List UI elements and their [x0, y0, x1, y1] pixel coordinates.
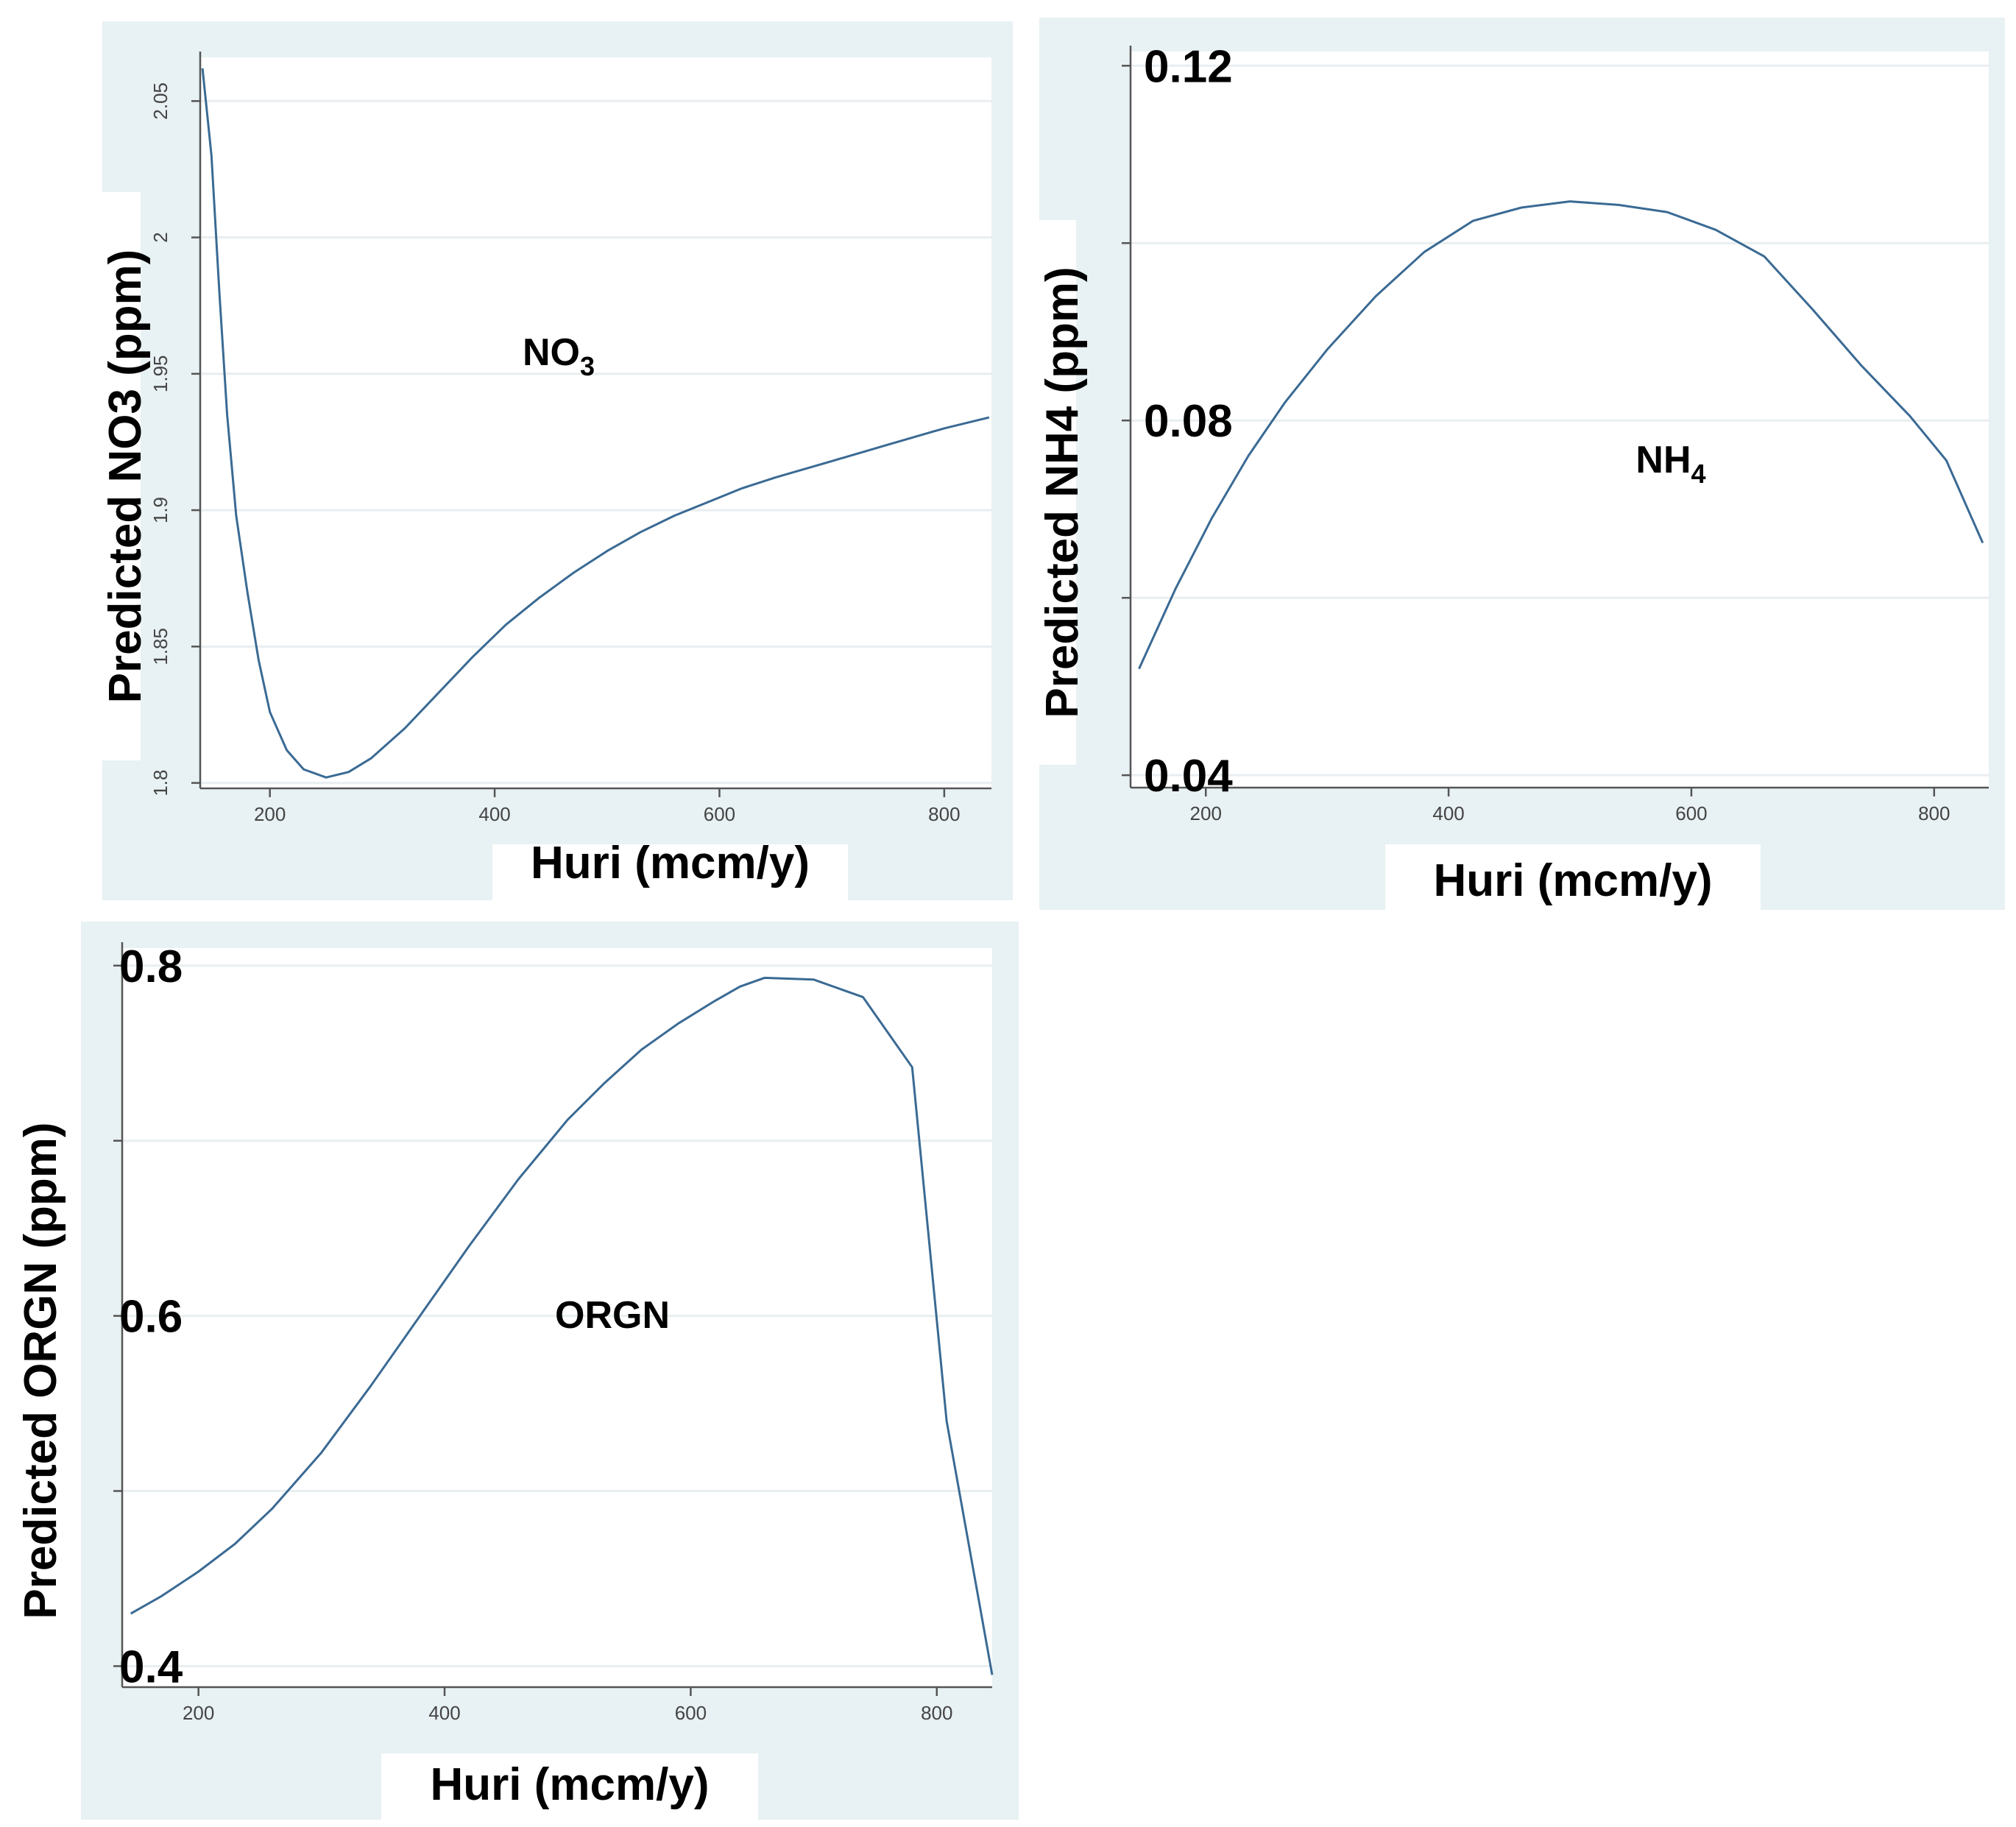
- chart-no3-plot-area: [200, 57, 991, 788]
- chart-orgn-series-line-0: [130, 976, 994, 1675]
- chart-nh4-xlabel: Huri (mcm/y): [1434, 855, 1713, 906]
- chart-no3-series-line-0: [201, 68, 990, 779]
- chart-nh4-ytick-label-0: 0.04: [1144, 751, 1233, 802]
- chart-orgn-ylabel-box: [15, 1054, 54, 1687]
- orgn-chart: 0.4 0.6 0.8 200 400 600 800 Huri (mcm/y) Predict…: [15, 922, 1019, 1821]
- chart-no3-ytick-label-1: 1.85: [149, 628, 171, 665]
- chart-no3-xtick-label-3: 800: [928, 803, 960, 825]
- chart-orgn-annotation: ORGN: [555, 1294, 670, 1337]
- chart-orgn-ytick-label-0: 0.4: [119, 1642, 183, 1692]
- chart-nh4-ytick-label-2: 0.12: [1144, 41, 1233, 92]
- chart-nh4-xtick-label-2: 600: [1675, 802, 1707, 824]
- chart-no3-ytick-label-3: 1.95: [149, 356, 171, 393]
- chart-nh4-xlabel-box: [1385, 844, 1761, 910]
- chart-nh4-ylabel: Predicted NH4 (ppm): [1037, 266, 1088, 718]
- chart-no3-ytick-label-0: 1.8: [149, 770, 171, 796]
- chart-nh4-xtick-label-0: 200: [1190, 802, 1222, 824]
- chart-no3-xtick-label-0: 200: [254, 803, 286, 825]
- chart-nh4-series-line-0: [1138, 200, 1984, 670]
- chart-orgn-xlabel: Huri (mcm/y): [431, 1759, 710, 1810]
- chart-no3-annotation: NO3: [523, 331, 595, 381]
- chart-no3-xtick-label-1: 400: [478, 803, 510, 825]
- chart-no3-ylabel-box: [101, 192, 141, 760]
- chart-orgn-xtick-label-2: 600: [675, 1702, 707, 1724]
- no3-chart-panel: 1.8 1.85 1.9 1.95 2 2.05 200 400 600 800 Huri (mcm…: [100, 21, 1013, 900]
- chart-no3-xlabel: Huri (mcm/y): [531, 838, 810, 888]
- chart-orgn-plot-area: [122, 948, 992, 1687]
- chart-no3-ylabel: Predicted NO3 (ppm): [100, 250, 151, 704]
- chart-orgn-ytick-label-2: 0.8: [119, 941, 183, 992]
- chart-nh4-xtick-label-3: 800: [1918, 802, 1950, 824]
- chart-no3-ytick-label-4: 2: [149, 232, 171, 242]
- chart-nh4-annotation: NH4: [1635, 439, 1705, 489]
- nh4-chart-panel: 0.04 0.08 0.12 200 400 600 800 Huri (mcm/y) Pred…: [1036, 18, 2005, 910]
- chart-orgn-xtick-label-0: 200: [183, 1702, 214, 1724]
- chart-no3-ytick-label-2: 1.9: [149, 497, 171, 523]
- chart-orgn-ylabel: Predicted ORGN (ppm): [15, 1122, 66, 1619]
- chart-no3-ytick-label-5: 2.05: [149, 82, 171, 120]
- chart-orgn-xlabel-box: [381, 1753, 758, 1821]
- nh4-chart: 0.04 0.08 0.12 200 400 600 800 Huri (mcm/y) Pred…: [1036, 18, 2005, 910]
- chart-nh4-ytick-label-1: 0.08: [1144, 396, 1233, 447]
- chart-no3-xtick-label-2: 600: [704, 803, 735, 825]
- chart-nh4-ylabel-box: [1036, 220, 1076, 765]
- chart-orgn-xtick-label-1: 400: [428, 1702, 460, 1724]
- chart-no3-xlabel-box: [492, 844, 848, 900]
- chart-nh4-xtick-label-1: 400: [1432, 802, 1464, 824]
- orgn-chart-panel: 0.4 0.6 0.8 200 400 600 800 Huri (mcm/y) Predict…: [15, 922, 1019, 1821]
- chart-orgn-xtick-label-3: 800: [921, 1702, 952, 1724]
- chart-orgn-ytick-label-1: 0.6: [119, 1292, 183, 1343]
- no3-chart: 1.8 1.85 1.9 1.95 2 2.05 200 400 600 800 Huri (mcm…: [100, 21, 1013, 900]
